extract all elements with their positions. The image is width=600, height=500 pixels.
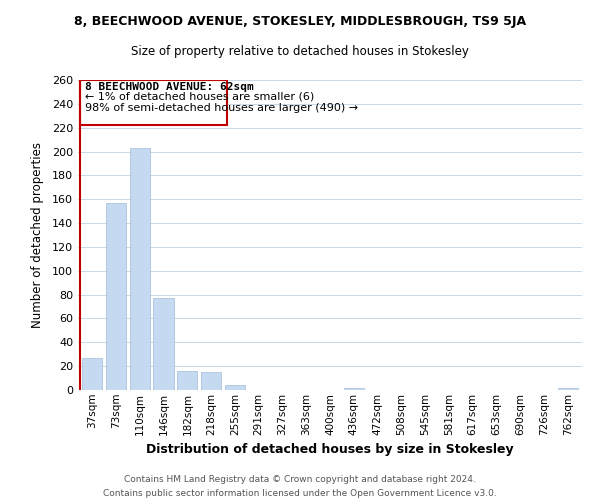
Text: Size of property relative to detached houses in Stokesley: Size of property relative to detached ho…	[131, 45, 469, 58]
Bar	[106, 203, 126, 390]
Text: 98% of semi-detached houses are larger (490) →: 98% of semi-detached houses are larger (…	[85, 102, 358, 113]
Bar	[225, 385, 245, 390]
Text: 8 BEECHWOOD AVENUE: 62sqm: 8 BEECHWOOD AVENUE: 62sqm	[85, 82, 254, 92]
Bar	[557, 388, 578, 390]
Bar	[154, 298, 173, 390]
Bar	[130, 148, 150, 390]
Text: 8, BEECHWOOD AVENUE, STOKESLEY, MIDDLESBROUGH, TS9 5JA: 8, BEECHWOOD AVENUE, STOKESLEY, MIDDLESB…	[74, 15, 526, 28]
Bar	[201, 372, 221, 390]
Bar	[177, 371, 197, 390]
X-axis label: Distribution of detached houses by size in Stokesley: Distribution of detached houses by size …	[146, 443, 514, 456]
Bar	[344, 388, 364, 390]
Bar	[82, 358, 103, 390]
Y-axis label: Number of detached properties: Number of detached properties	[31, 142, 44, 328]
FancyBboxPatch shape	[80, 80, 227, 126]
Text: ← 1% of detached houses are smaller (6): ← 1% of detached houses are smaller (6)	[85, 92, 314, 102]
Text: Contains HM Land Registry data © Crown copyright and database right 2024.
Contai: Contains HM Land Registry data © Crown c…	[103, 476, 497, 498]
